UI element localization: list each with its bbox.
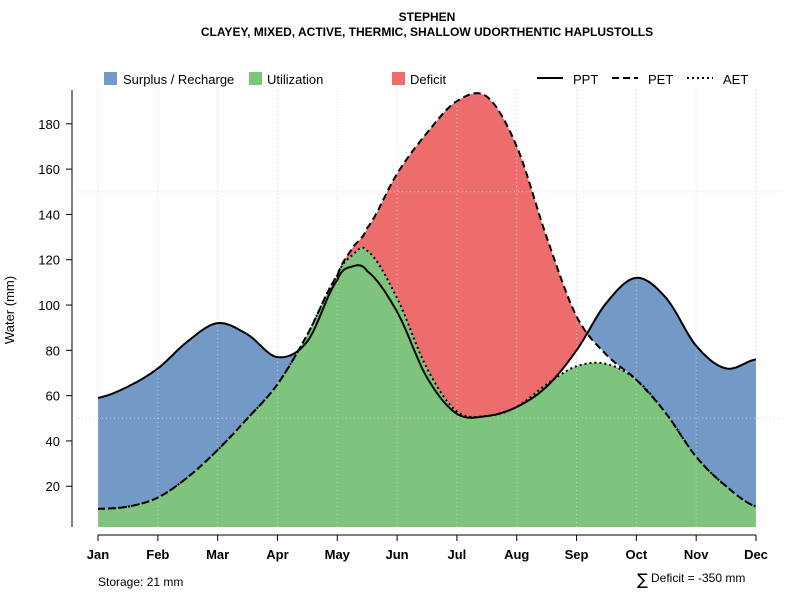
y-tick-label: 40 — [46, 434, 60, 449]
x-axis: Jan Feb Mar Apr May Jun Jul Aug Sep Oct Nov Dec — [87, 534, 768, 562]
x-tick-label: Jan — [87, 547, 109, 562]
x-tick-label: Apr — [266, 547, 288, 562]
y-tick-label: 20 — [46, 479, 60, 494]
legend-utilization-swatch — [249, 72, 262, 85]
y-tick-label: 100 — [38, 298, 60, 313]
chart-subtitle: CLAYEY, MIXED, ACTIVE, THERMIC, SHALLOW … — [201, 25, 653, 39]
series-lines — [97, 92, 757, 510]
legend-deficit-swatch — [392, 72, 405, 85]
x-tick-label: Jun — [386, 547, 409, 562]
x-tick-label: Jul — [448, 547, 467, 562]
x-tick-label: Nov — [684, 547, 709, 562]
y-axis: 20 40 60 80 100 120 140 160 180 — [38, 90, 73, 527]
surplus-area — [98, 93, 756, 509]
x-tick-label: Feb — [146, 547, 169, 562]
storage-annotation: Storage: 21 mm — [98, 575, 183, 589]
x-tick-label: Aug — [504, 547, 529, 562]
chart-title: STEPHEN — [399, 10, 456, 24]
x-tick-label: May — [325, 547, 351, 562]
legend: Surplus / Recharge Utilization Deficit P… — [104, 72, 748, 87]
x-tick-label: Sep — [565, 547, 589, 562]
y-tick-label: 60 — [46, 389, 60, 404]
x-tick-label: Dec — [744, 547, 768, 562]
y-tick-label: 120 — [38, 253, 60, 268]
legend-surplus-label: Surplus / Recharge — [123, 72, 234, 87]
grid-lines — [78, 90, 781, 527]
y-tick-label: 180 — [38, 117, 60, 132]
y-tick-label: 140 — [38, 207, 60, 222]
x-tick-label: Oct — [626, 547, 648, 562]
y-tick-label: 160 — [38, 162, 60, 177]
y-tick-label: 80 — [46, 343, 60, 358]
utilization-area — [98, 247, 756, 527]
deficit-annotation: Deficit = -350 mm — [651, 571, 745, 585]
legend-pet-label: PET — [648, 72, 673, 87]
legend-ppt-label: PPT — [573, 72, 598, 87]
y-axis-label: Water (mm) — [2, 276, 17, 344]
pet-line — [97, 92, 757, 510]
legend-surplus-swatch — [104, 72, 117, 85]
deficit-area — [98, 93, 756, 509]
aet-line — [97, 246, 757, 510]
legend-deficit-label: Deficit — [410, 72, 447, 87]
legend-utilization-label: Utilization — [267, 72, 323, 87]
ppt-line — [97, 264, 757, 419]
sum-icon: ∑ — [637, 570, 648, 589]
x-tick-label: Mar — [206, 547, 229, 562]
legend-aet-label: AET — [723, 72, 748, 87]
plot-area — [98, 93, 756, 527]
